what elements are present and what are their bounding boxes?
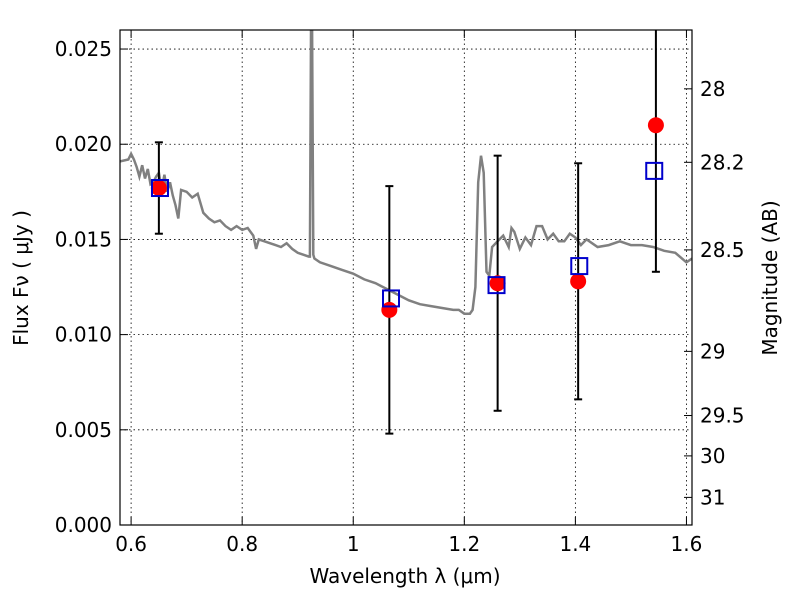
x-tick-label: 1: [347, 532, 360, 556]
y2-tick-label: 28: [700, 77, 725, 101]
observed-point: [489, 275, 506, 292]
observed-point: [647, 117, 664, 134]
y2-tick-label: 29: [700, 339, 725, 363]
x-axis-title: Wavelength λ (μm): [309, 564, 500, 588]
y-tick-labels: 0.000 0.005 0.010 0.015 0.020 0.025: [55, 37, 112, 537]
y-tick-label: 0.015: [55, 227, 112, 251]
x-tick-label: 1.6: [671, 532, 703, 556]
y-tick-label: 0.005: [55, 418, 112, 442]
model-photometry-squares: [150, 161, 664, 308]
y2-tick-label: 29.5: [700, 404, 745, 428]
observed-point: [150, 180, 167, 197]
error-bars: [154, 30, 660, 435]
model-photometry-square: [487, 276, 506, 295]
model-photometry-square: [382, 289, 401, 308]
y-axis-title: Flux Fν ( μJy ): [9, 210, 33, 346]
y2-tick-labels: 28 28.2 28.5 29 29.5 30 31: [700, 77, 745, 510]
y2-tick-label: 28.2: [700, 150, 745, 174]
y2-tick-label: 28.5: [700, 238, 745, 262]
observed-flux-points: [150, 117, 664, 318]
model-photometry-square: [645, 161, 664, 180]
plot-frame: [119, 29, 693, 526]
model-photometry-square: [150, 179, 169, 198]
y-tick-label: 0.000: [55, 513, 112, 537]
x-tick-label: 0.6: [115, 532, 147, 556]
y-tick-label: 0.020: [55, 132, 112, 156]
plot-area: [120, 30, 692, 435]
y2-tick-label: 31: [700, 485, 725, 509]
axis-ticks: [120, 30, 692, 526]
model-spectrum-line: [120, 30, 692, 315]
x-tick-label: 0.8: [226, 532, 258, 556]
x-tick-label: 1.4: [559, 532, 591, 556]
y-tick-label: 0.010: [55, 323, 112, 347]
model-photometry-square: [570, 257, 589, 276]
y2-tick-label: 30: [700, 444, 725, 468]
y2-axis-title: Magnitude (AB): [758, 200, 782, 355]
grid-lines: [120, 30, 692, 525]
observed-point: [570, 273, 587, 290]
y-tick-label: 0.025: [55, 37, 112, 61]
x-tick-labels: 0.6 0.8 1 1.2 1.4 1.6: [115, 532, 702, 556]
x-tick-label: 1.2: [448, 532, 480, 556]
